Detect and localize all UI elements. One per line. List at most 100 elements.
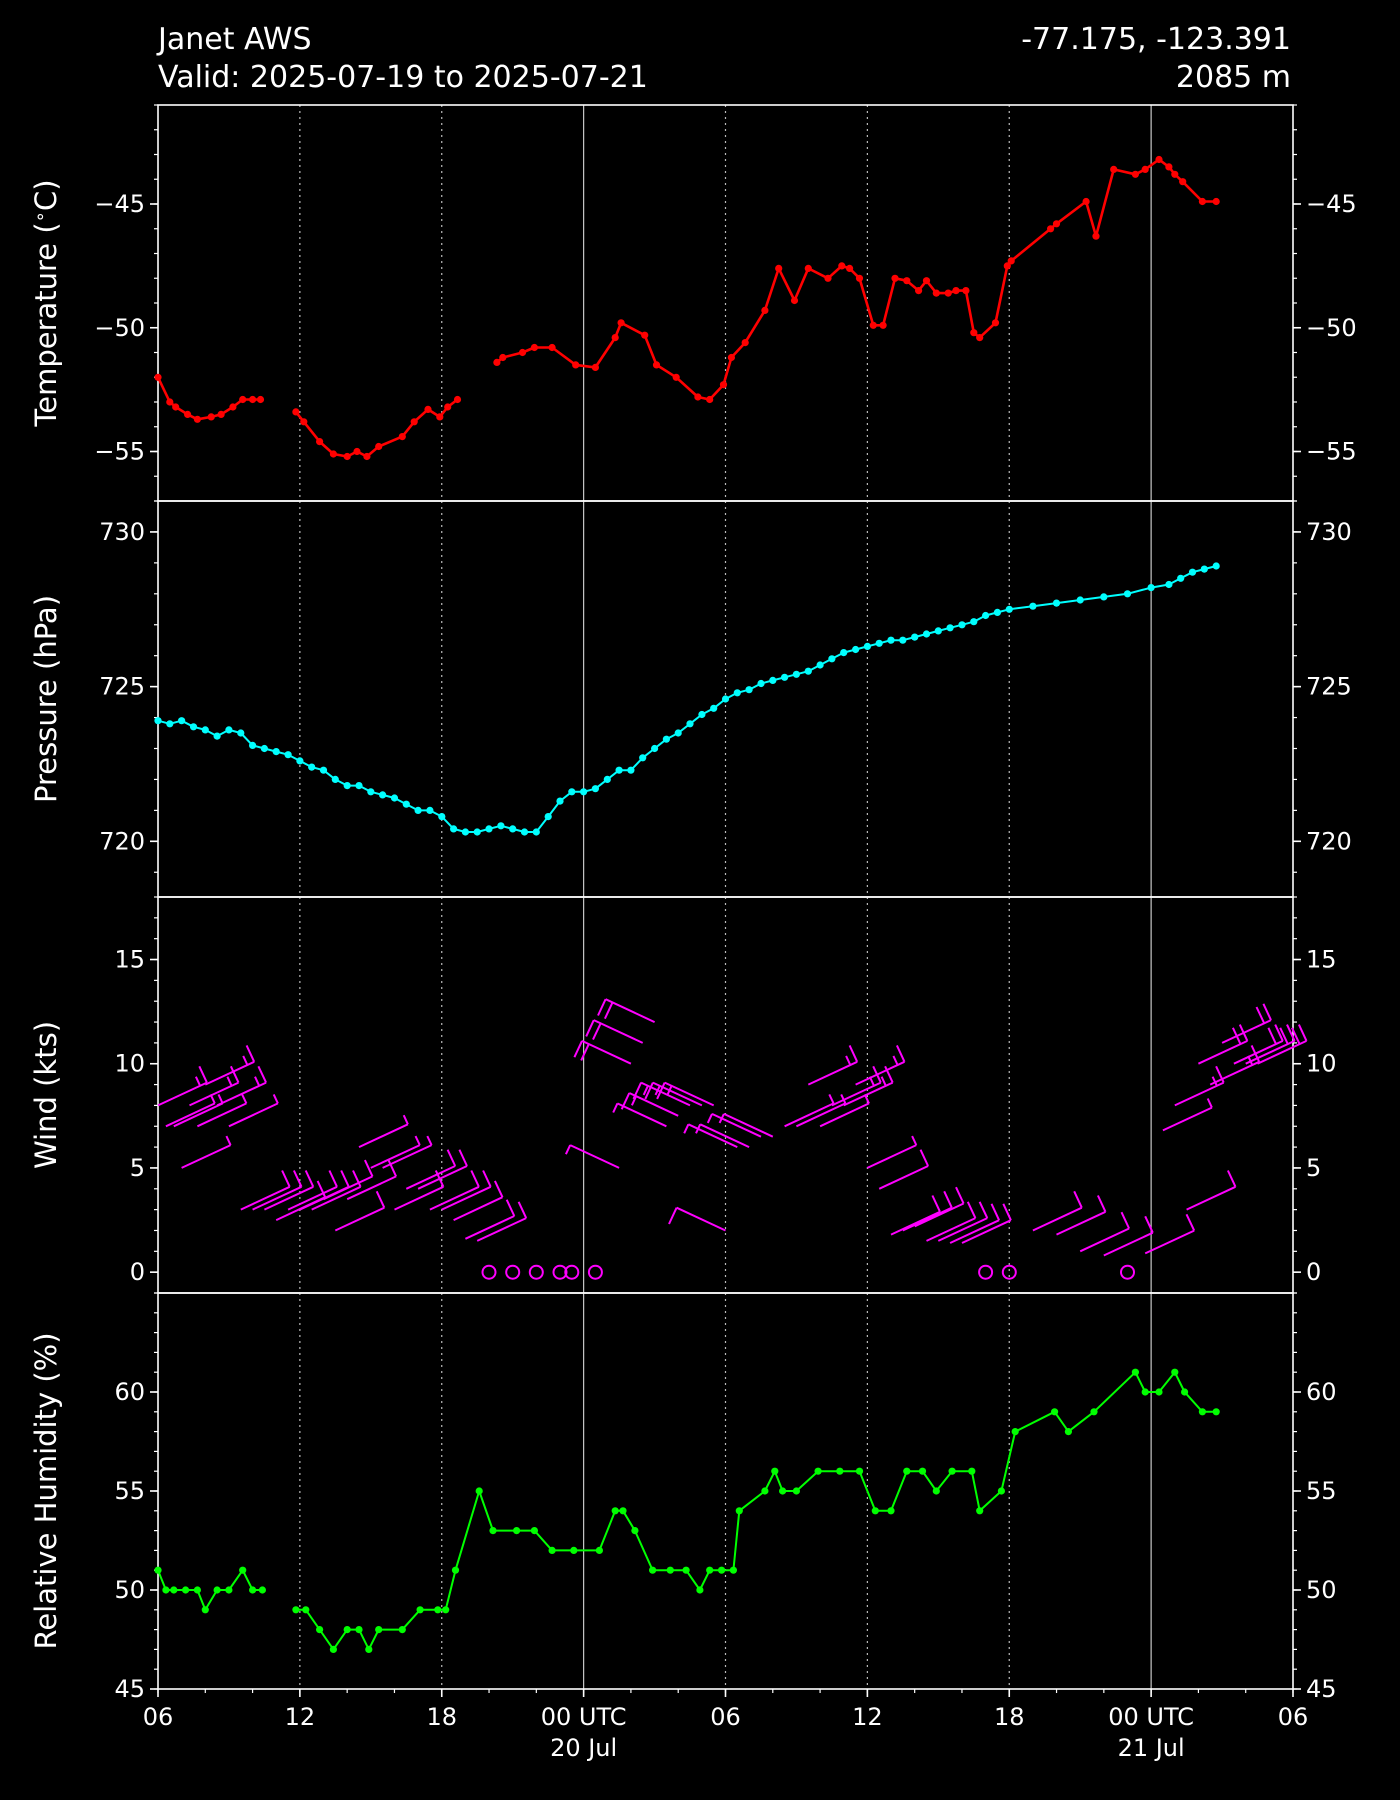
data-point: [365, 1645, 373, 1653]
data-point: [741, 339, 749, 347]
data-point: [745, 686, 753, 694]
y-tick-label-left: 0: [130, 1258, 145, 1286]
barb-flag: [245, 1044, 256, 1063]
data-point: [824, 274, 832, 282]
y-tick-label-left: −45: [94, 190, 145, 218]
y-tick-label-right: −55: [1306, 438, 1357, 466]
wind-barb: [926, 1201, 977, 1242]
barb-staff: [196, 1102, 247, 1128]
barb-flag: [1279, 1027, 1289, 1045]
data-point: [518, 348, 527, 357]
barb-staff: [1174, 1081, 1225, 1107]
barb-flag: [955, 1186, 965, 1204]
data-point: [367, 788, 375, 796]
barb-flag: [895, 1044, 906, 1063]
wind-barb: [1257, 1024, 1308, 1065]
data-point: [475, 1487, 483, 1495]
data-point: [499, 353, 507, 362]
barb-staff: [189, 1081, 239, 1107]
data-point: [513, 1527, 521, 1535]
barb-staff: [1245, 1039, 1296, 1065]
barb-flag: [943, 1190, 953, 1209]
wind-barb: [855, 1044, 906, 1086]
data-point: [497, 822, 505, 830]
data-point: [1141, 165, 1149, 173]
data-point: [166, 720, 174, 728]
barb-staff: [711, 1112, 762, 1138]
data-point: [331, 775, 339, 784]
data-point: [1047, 225, 1055, 233]
data-point: [962, 287, 970, 295]
barb-flag: [1291, 1027, 1301, 1045]
barb-staff: [914, 1202, 965, 1228]
barb-flag: [683, 1123, 690, 1134]
barb-flag: [642, 1085, 649, 1096]
barb-staff: [228, 1102, 279, 1128]
data-point: [792, 1487, 801, 1495]
barb-staff: [640, 1081, 691, 1107]
barb-flag: [1120, 1211, 1131, 1229]
data-point: [442, 1606, 450, 1614]
data-point: [595, 1546, 604, 1554]
y-tick-label-left: 15: [114, 946, 145, 974]
wind-barb: [718, 1112, 774, 1138]
data-point: [838, 262, 846, 270]
data-point: [570, 1546, 578, 1554]
station-title: Janet AWS: [156, 22, 312, 57]
y-tick-label-right: 60: [1306, 1378, 1337, 1406]
wind-barb: [706, 1112, 762, 1138]
data-point: [1141, 1388, 1149, 1396]
data-point: [855, 274, 864, 282]
data-point: [915, 287, 923, 295]
x-tick-label: 06: [1278, 1703, 1309, 1731]
data-point: [719, 381, 728, 389]
data-point: [1171, 1368, 1179, 1376]
barb-flag: [695, 1123, 702, 1134]
wind-barb: [1103, 1215, 1154, 1257]
data-point: [948, 1467, 956, 1475]
data-point: [436, 413, 444, 421]
wind-barb: [476, 1201, 528, 1242]
wind-barb: [1233, 1024, 1284, 1065]
data-point: [869, 321, 877, 329]
data-point: [976, 334, 984, 342]
wind-barb: [683, 1123, 738, 1149]
calm-marker: [505, 1264, 521, 1280]
calm-marker: [587, 1264, 603, 1280]
data-point: [816, 661, 824, 669]
y-axis-label: Pressure (hPa): [29, 595, 63, 803]
data-point: [296, 757, 304, 765]
barb-staff: [358, 1123, 409, 1149]
data-point: [761, 306, 769, 314]
panel-3: 45 45 50 50 55 55 60 60 Relative Humidity (%): [29, 1292, 1337, 1703]
barb-flag: [668, 1207, 678, 1225]
barb-staff: [370, 1144, 421, 1169]
barb-staff: [1221, 1019, 1272, 1044]
data-point: [631, 1527, 639, 1535]
data-point: [611, 334, 619, 342]
station-elevation: 2085 m: [1176, 60, 1291, 95]
data-point: [308, 763, 316, 771]
wind-barb: [573, 1039, 632, 1065]
x-axis: 06 12 18 00 UTC 20 Jul 06 12 18 00 UTC 21 Jul 06: [143, 1689, 1309, 1762]
data-point: [982, 611, 990, 620]
data-point: [178, 717, 186, 725]
calm-marker: [528, 1264, 544, 1280]
data-point: [184, 410, 192, 418]
data-point: [1177, 574, 1185, 582]
data-point: [814, 1467, 822, 1475]
data-point: [426, 806, 434, 815]
data-point: [775, 264, 783, 272]
data-point: [258, 1586, 266, 1594]
data-point: [1212, 1408, 1220, 1416]
y-tick-label-right: 725: [1306, 673, 1352, 701]
data-point: [1092, 232, 1100, 240]
y-tick-label-left: 60: [114, 1378, 145, 1406]
barb-flag: [666, 1085, 673, 1096]
barb-staff: [831, 1081, 882, 1107]
data-point: [1064, 1428, 1072, 1436]
data-point: [489, 1527, 497, 1535]
barb-flag: [1144, 1215, 1154, 1234]
x-tick-label: 18: [426, 1703, 457, 1731]
